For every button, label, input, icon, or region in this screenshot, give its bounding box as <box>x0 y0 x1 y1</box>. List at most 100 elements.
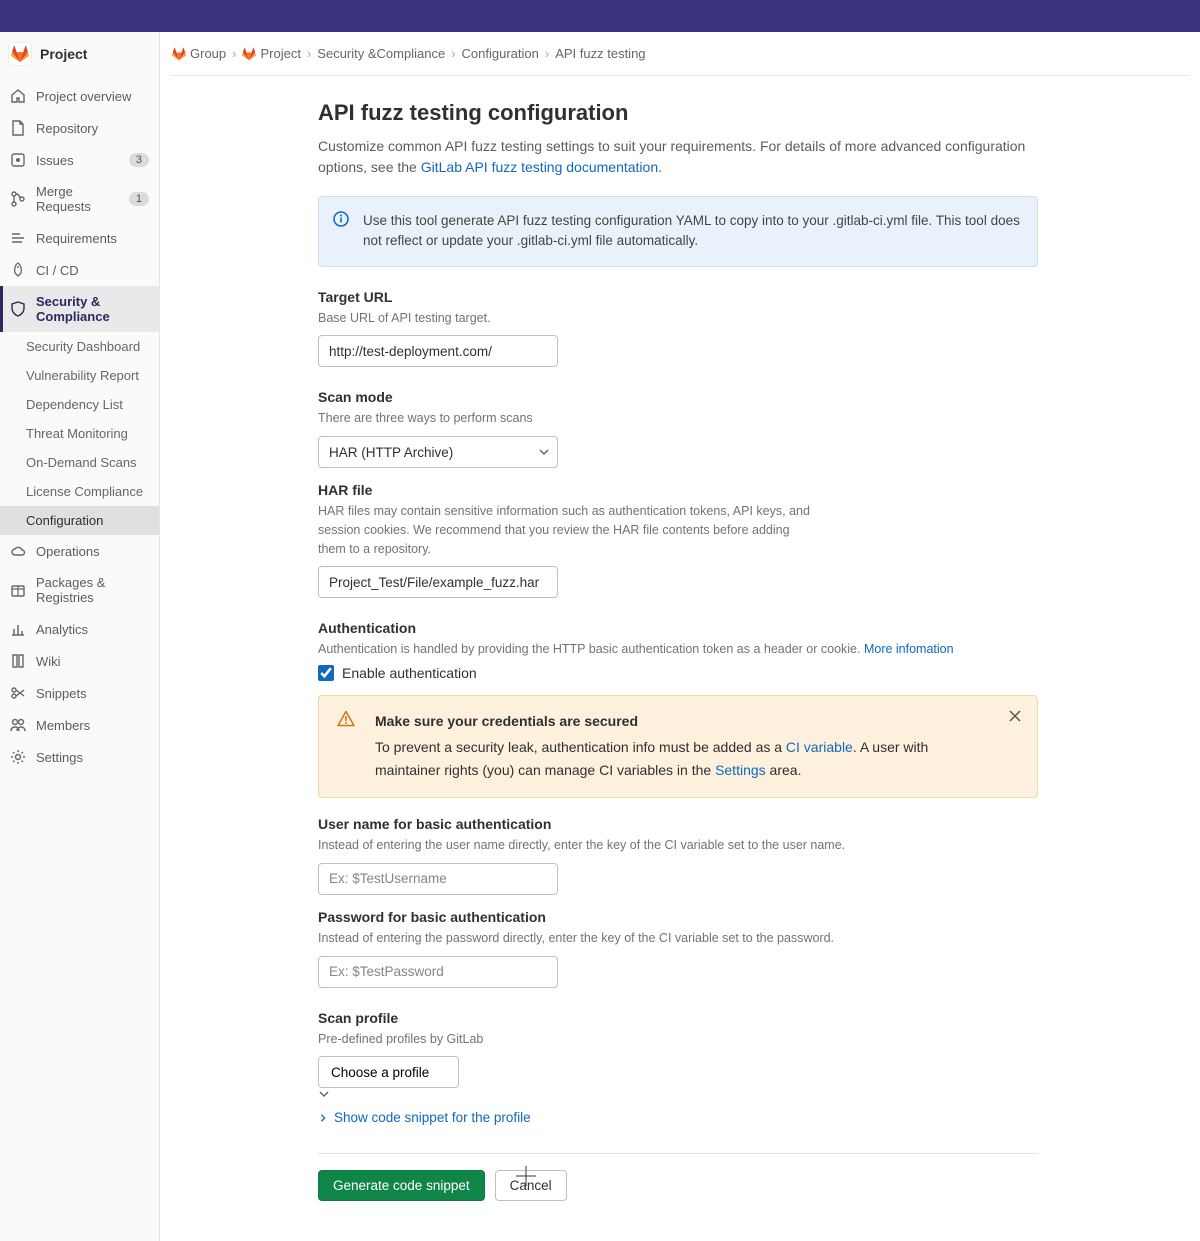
sidebar-item-label: Packages & Registries <box>36 575 149 605</box>
scan-mode-label: Scan mode <box>318 389 1038 405</box>
profile-label: Scan profile <box>318 1010 1038 1026</box>
sidebar-item-label: Security & Compliance <box>36 294 149 324</box>
scan-mode-select[interactable]: HAR (HTTP Archive) <box>318 436 558 468</box>
breadcrumb-configuration[interactable]: Configuration <box>462 46 539 61</box>
auth-more-link[interactable]: More infomation <box>864 642 954 656</box>
password-label: Password for basic authentication <box>318 909 1038 925</box>
ci-variable-link[interactable]: CI variable <box>786 739 853 755</box>
snippets-icon <box>10 685 26 701</box>
shield-icon <box>10 301 26 317</box>
topbar <box>0 0 1200 32</box>
badge: 1 <box>129 192 149 206</box>
profile-hint: Pre-defined profiles by GitLab <box>318 1030 1038 1049</box>
sidebar-item-label: Merge Requests <box>36 184 119 214</box>
subnav-on-demand-scans[interactable]: On-Demand Scans <box>0 448 159 477</box>
chart-icon <box>10 621 26 637</box>
gitlab-logo-icon <box>8 42 32 66</box>
chevron-down-icon <box>318 1088 459 1100</box>
breadcrumb-separator: › <box>307 46 311 61</box>
sidebar-item-snippets[interactable]: Snippets <box>0 677 159 709</box>
sidebar-item-wiki[interactable]: Wiki <box>0 645 159 677</box>
sidebar-item-packages-registries[interactable]: Packages & Registries <box>0 567 159 613</box>
sidebar-item-label: Analytics <box>36 622 149 637</box>
project-header[interactable]: Project <box>0 32 159 80</box>
main: Group›Project›Security &Compliance›Confi… <box>160 32 1200 1241</box>
sidebar-item-issues[interactable]: Issues 3 <box>0 144 159 176</box>
members-icon <box>10 717 26 733</box>
requirements-icon <box>10 230 26 246</box>
sidebar-item-repository[interactable]: Repository <box>0 112 159 144</box>
gear-icon <box>10 749 26 765</box>
rocket-icon <box>10 262 26 278</box>
sidebar-item-label: Issues <box>36 153 119 168</box>
project-name: Project <box>40 46 87 62</box>
har-file-input[interactable] <box>318 566 558 598</box>
username-input[interactable] <box>318 863 558 895</box>
sidebar-item-settings[interactable]: Settings <box>0 741 159 773</box>
page-subtitle: Customize common API fuzz testing settin… <box>318 136 1038 178</box>
sidebar-item-label: Snippets <box>36 686 149 701</box>
settings-link[interactable]: Settings <box>715 762 766 778</box>
page-title: API fuzz testing configuration <box>318 100 1038 126</box>
sidebar-item-label: Repository <box>36 121 149 136</box>
subnav-security-dashboard[interactable]: Security Dashboard <box>0 332 159 361</box>
breadcrumb-project[interactable]: Project <box>242 46 300 61</box>
subnav-license-compliance[interactable]: License Compliance <box>0 477 159 506</box>
subnav-configuration[interactable]: Configuration <box>0 506 159 535</box>
breadcrumb-security-compliance[interactable]: Security &Compliance <box>317 46 445 61</box>
chevron-right-icon <box>318 1113 328 1123</box>
sidebar-item-ci-cd[interactable]: CI / CD <box>0 254 159 286</box>
har-file-label: HAR file <box>318 482 1038 498</box>
auth-hint: Authentication is handled by providing t… <box>318 640 1038 659</box>
password-input[interactable] <box>318 956 558 988</box>
scan-mode-hint: There are three ways to perform scans <box>318 409 1038 428</box>
generate-button[interactable]: Generate code snippet <box>318 1170 485 1201</box>
profile-select[interactable]: Choose a profile <box>318 1056 459 1088</box>
close-icon[interactable] <box>1007 708 1023 724</box>
sidebar-item-label: Members <box>36 718 149 733</box>
sidebar-item-label: Wiki <box>36 654 149 669</box>
har-file-hint: HAR files may contain sensitive informat… <box>318 502 818 558</box>
book-icon <box>10 653 26 669</box>
target-url-hint: Base URL of API testing target. <box>318 309 1038 328</box>
show-code-snippet-link[interactable]: Show code snippet for the profile <box>318 1110 1038 1125</box>
target-url-input[interactable] <box>318 335 558 367</box>
divider <box>318 1153 1038 1154</box>
sidebar-item-security-compliance[interactable]: Security & Compliance <box>0 286 159 332</box>
cancel-button[interactable]: Cancel <box>495 1170 567 1201</box>
sidebar-item-label: Operations <box>36 544 149 559</box>
subnav-threat-monitoring[interactable]: Threat Monitoring <box>0 419 159 448</box>
sidebar-item-label: Requirements <box>36 231 149 246</box>
sidebar-item-merge-requests[interactable]: Merge Requests 1 <box>0 176 159 222</box>
password-hint: Instead of entering the password directl… <box>318 929 1038 948</box>
sidebar-item-project-overview[interactable]: Project overview <box>0 80 159 112</box>
home-icon <box>10 88 26 104</box>
enable-auth-checkbox[interactable] <box>318 665 334 681</box>
badge: 3 <box>129 153 149 167</box>
doc-link[interactable]: GitLab API fuzz testing documentation <box>421 159 658 175</box>
sidebar-item-analytics[interactable]: Analytics <box>0 613 159 645</box>
warn-body: To prevent a security leak, authenticati… <box>375 736 997 781</box>
sidebar-item-label: CI / CD <box>36 263 149 278</box>
breadcrumb-api-fuzz-testing[interactable]: API fuzz testing <box>555 46 645 61</box>
breadcrumb-separator: › <box>451 46 455 61</box>
enable-auth-label: Enable authentication <box>342 665 477 681</box>
username-hint: Instead of entering the user name direct… <box>318 836 1038 855</box>
sidebar-item-label: Settings <box>36 750 149 765</box>
info-icon <box>333 211 349 227</box>
breadcrumb-group[interactable]: Group <box>172 46 226 61</box>
info-banner: Use this tool generate API fuzz testing … <box>318 196 1038 267</box>
warning-icon <box>337 710 355 728</box>
subnav-dependency-list[interactable]: Dependency List <box>0 390 159 419</box>
sidebar-item-operations[interactable]: Operations <box>0 535 159 567</box>
subnav-vulnerability-report[interactable]: Vulnerability Report <box>0 361 159 390</box>
warning-banner: Make sure your credentials are secured T… <box>318 695 1038 798</box>
breadcrumbs: Group›Project›Security &Compliance›Confi… <box>170 32 1190 76</box>
cloud-icon <box>10 543 26 559</box>
sidebar-item-label: Project overview <box>36 89 149 104</box>
subtitle-text-end: . <box>658 159 662 175</box>
merge-icon <box>10 191 26 207</box>
sidebar-item-requirements[interactable]: Requirements <box>0 222 159 254</box>
warn-title: Make sure your credentials are secured <box>375 710 997 732</box>
sidebar-item-members[interactable]: Members <box>0 709 159 741</box>
